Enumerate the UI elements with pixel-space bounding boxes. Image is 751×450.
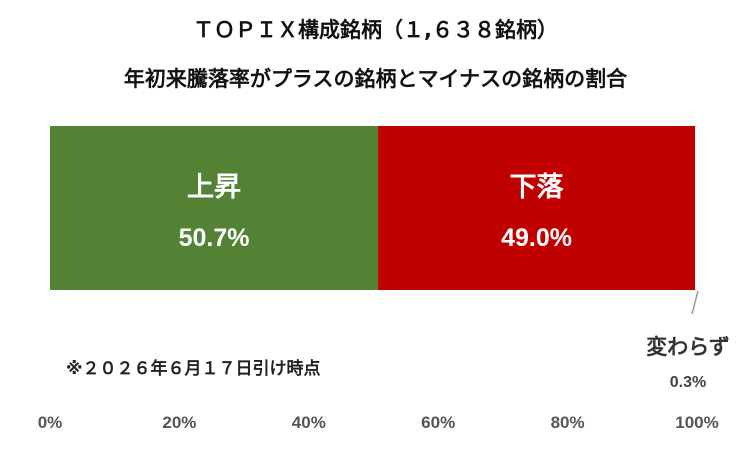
bar-segment-1	[378, 126, 696, 290]
unchanged-leader-line	[691, 290, 699, 315]
unchanged-callout: 変わらず 0.3%	[646, 290, 730, 391]
x-axis-tick-labels: 0% 20% 40% 60% 80% 100%	[38, 413, 719, 432]
x-tick-label-2: 40%	[292, 413, 326, 432]
unchanged-name-label: 変わらず	[646, 335, 730, 359]
bar-segment-0-name: 上昇	[187, 172, 241, 203]
bar-segment-2	[695, 126, 697, 290]
x-tick-label-3: 60%	[421, 413, 455, 432]
unchanged-value-label: 0.3%	[670, 374, 706, 391]
chart-title-line-1: ＴＯＰＩＸ構成銘柄（１,６３８銘柄）	[193, 18, 558, 42]
bar-segment-1-value-label: 49.0%	[501, 224, 572, 252]
bar-segment-0-value-label: 50.7%	[179, 224, 250, 252]
timestamp-note: ※２０２６年６月１７日引け時点	[66, 359, 321, 379]
bar-segment-1-name: 下落	[510, 172, 565, 203]
bar-segment-0	[50, 126, 379, 290]
x-tick-label-4: 80%	[551, 413, 585, 432]
bar-label-group: 上昇 50.7% 下落 49.0%	[179, 172, 572, 252]
bar-group	[50, 126, 697, 290]
x-tick-label-5: 100%	[675, 413, 718, 432]
x-tick-label-0: 0%	[38, 413, 63, 432]
x-tick-label-1: 20%	[162, 413, 196, 432]
chart-title-line-2: 年初来騰落率がプラスの銘柄とマイナスの銘柄の割合	[123, 67, 628, 91]
